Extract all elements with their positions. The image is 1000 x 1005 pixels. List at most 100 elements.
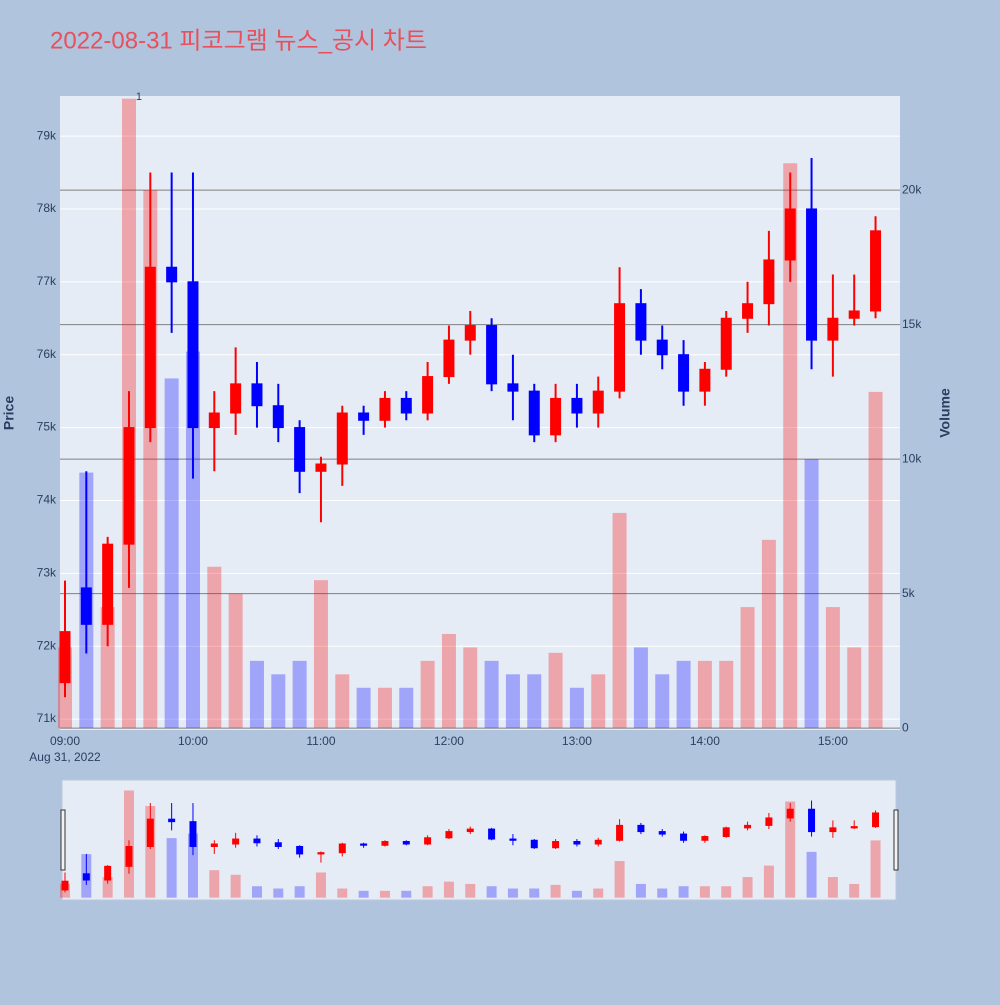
candle-body — [635, 303, 647, 341]
candle-body-mini — [701, 836, 709, 841]
volume-bar-mini — [763, 865, 774, 898]
volume-bar — [612, 512, 627, 729]
volume-bar — [697, 660, 712, 729]
volume-bar-mini — [166, 838, 177, 898]
volume-bar-mini — [465, 883, 476, 898]
volume-bar — [207, 566, 222, 729]
volume-bar — [292, 660, 307, 729]
candle-body — [251, 383, 263, 407]
volume-bar-mini — [614, 861, 625, 898]
volume-bar — [825, 607, 840, 729]
range-slider[interactable] — [61, 779, 897, 901]
candle-body-mini — [232, 838, 240, 845]
candle-body-mini — [637, 824, 645, 833]
annotation: 1 — [136, 91, 142, 103]
y2-tick-label: 0 — [902, 720, 909, 734]
x-sublabel: Aug 31, 2022 — [29, 750, 101, 764]
candle-body-mini — [594, 839, 602, 845]
volume-bar — [740, 607, 755, 729]
candle-body — [144, 266, 156, 429]
volume-bar — [633, 647, 648, 729]
candle-body — [528, 390, 540, 436]
volume-bar — [655, 674, 670, 729]
candle-body-mini — [424, 837, 432, 845]
volume-bar — [847, 647, 862, 729]
candle-body — [742, 303, 754, 319]
candle-body — [208, 412, 220, 429]
volume-bar — [548, 652, 563, 729]
candle-body-mini — [168, 818, 176, 823]
volume-bar — [164, 378, 179, 729]
volume-bar-mini — [251, 886, 262, 898]
y-axis-title: Price — [1, 396, 17, 430]
x-tick-label: 11:00 — [306, 734, 335, 748]
candle-body — [827, 317, 839, 341]
volume-bar-mini — [230, 874, 241, 898]
candle-body — [848, 310, 860, 319]
volume-bar — [868, 391, 883, 729]
candle-body-mini — [146, 818, 154, 847]
plot-area — [60, 96, 900, 730]
volume-bar-mini — [401, 890, 412, 898]
volume-bar-mini — [529, 888, 540, 898]
candle-body — [720, 317, 732, 370]
volume-bar — [420, 660, 435, 729]
x-tick-label: 12:00 — [434, 734, 464, 748]
volume-bar-mini — [827, 877, 838, 898]
volume-bar-mini — [102, 877, 113, 898]
candle-body-mini — [530, 839, 538, 849]
slider-handle-right[interactable] — [893, 809, 899, 871]
candle-body-mini — [381, 841, 389, 846]
candle-body — [571, 397, 583, 414]
volume-bar — [313, 580, 328, 729]
candle-body-mini — [82, 873, 90, 881]
candle-body — [187, 281, 199, 429]
volume-bar — [441, 633, 456, 729]
candle-body-mini — [402, 841, 410, 845]
candle-body — [763, 259, 775, 305]
candle-body-mini — [680, 833, 688, 841]
candle-body — [294, 427, 306, 472]
volume-bar-mini — [315, 872, 326, 898]
candle-body — [486, 325, 498, 385]
volume-bar-mini — [358, 890, 369, 898]
candle-body-mini — [189, 821, 197, 847]
volume-bar-mini — [422, 886, 433, 898]
volume-bar-mini — [209, 870, 220, 898]
candle-body — [315, 463, 327, 472]
candle-body — [699, 368, 711, 392]
volume-bar — [271, 674, 286, 729]
volume-bar-mini — [337, 888, 348, 898]
candle-body — [272, 405, 284, 429]
candle-body — [379, 397, 391, 421]
candle-body-mini — [658, 831, 666, 835]
candle-body-mini — [253, 838, 261, 844]
candle-body-mini — [616, 824, 624, 841]
candle-body-mini — [317, 852, 325, 855]
candle-body-mini — [296, 845, 304, 855]
y-tick-label: 71k — [37, 711, 57, 725]
candle-body-mini — [125, 845, 133, 867]
volume-bar — [249, 660, 264, 729]
candle-body — [806, 208, 818, 341]
volume-bar-mini — [571, 890, 582, 898]
y-tick-label: 79k — [37, 128, 57, 142]
volume-bar — [569, 687, 584, 729]
candle-body — [678, 354, 690, 392]
volume-bar-mini — [742, 877, 753, 898]
candle-body-mini — [360, 843, 368, 846]
y-tick-label: 72k — [37, 638, 57, 652]
volume-bar — [761, 539, 776, 729]
volume-bar-mini — [635, 883, 646, 898]
candle-body — [102, 543, 114, 625]
y2-tick-label: 5k — [902, 586, 916, 600]
slider-handle-left[interactable] — [60, 809, 66, 871]
candle-body-mini — [104, 865, 112, 881]
volume-bar-mini — [849, 883, 860, 898]
volume-bar-mini — [870, 840, 881, 898]
candle-body — [230, 383, 242, 414]
candle-body-mini — [573, 841, 581, 845]
candle-body-mini — [61, 880, 69, 891]
volume-bar-mini — [657, 888, 668, 898]
